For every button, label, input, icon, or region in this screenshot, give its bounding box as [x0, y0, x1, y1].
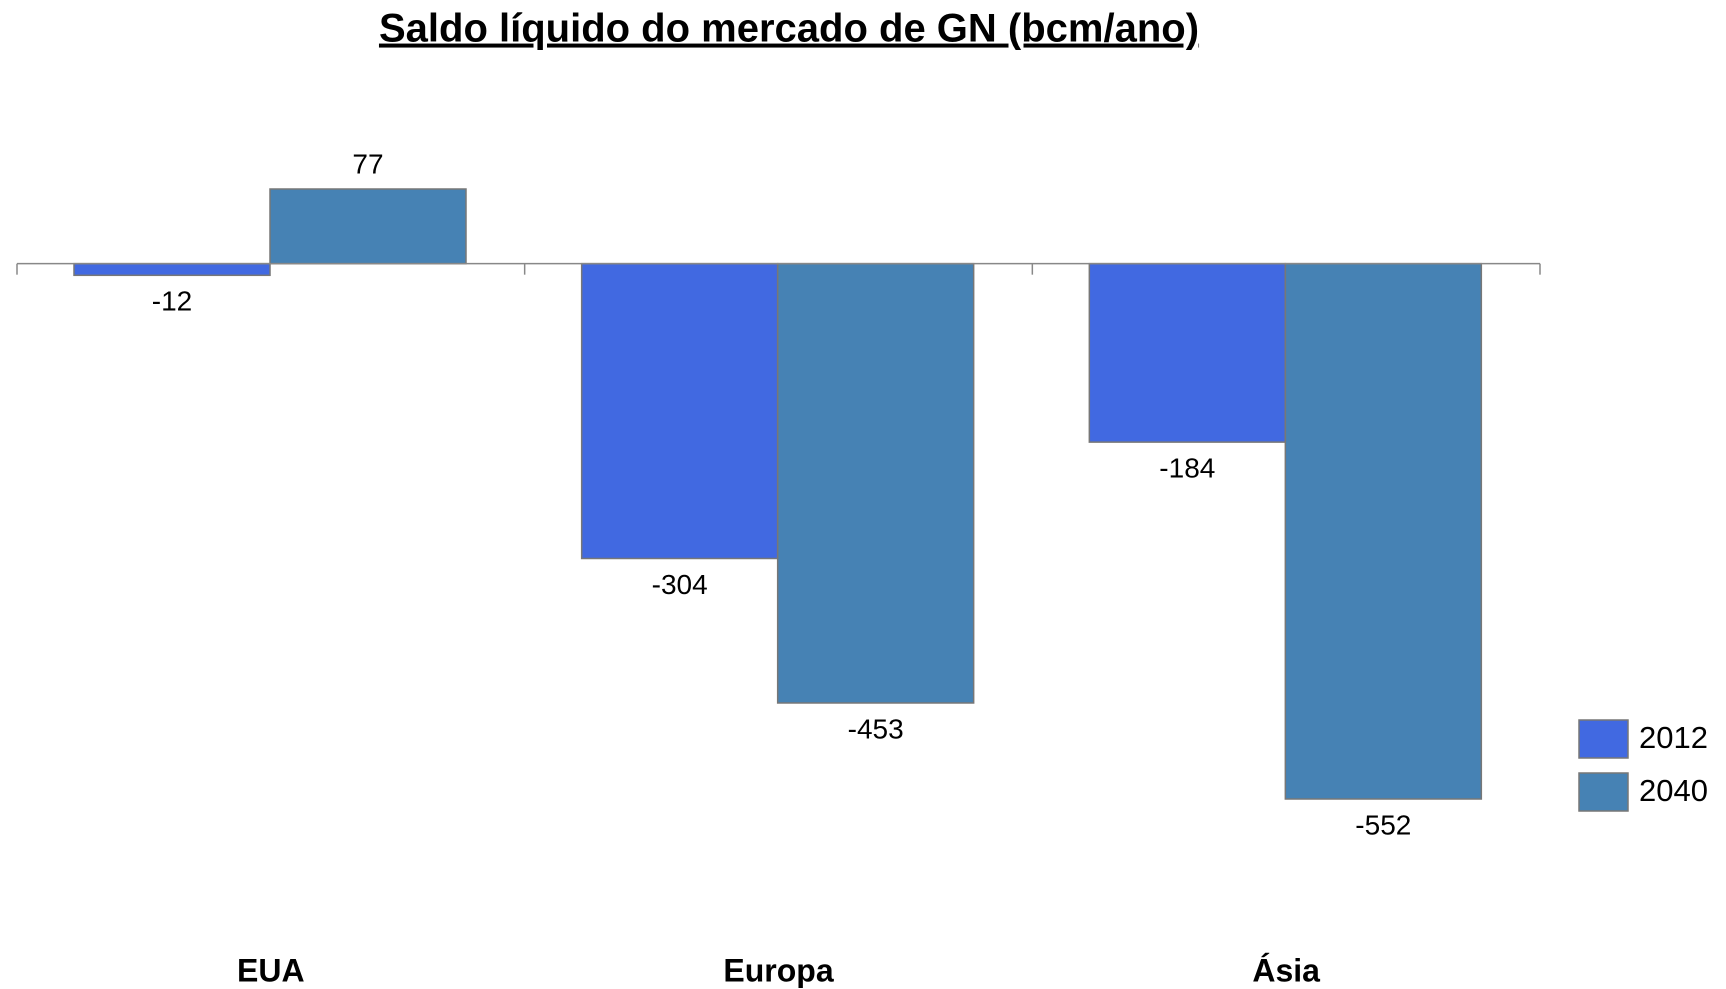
- x-tick-label: Ásia: [1252, 952, 1320, 988]
- legend-swatch: [1578, 772, 1629, 812]
- bar: [1088, 262, 1287, 443]
- legend-label: 2040: [1639, 773, 1708, 808]
- data-label: -552: [1355, 809, 1411, 840]
- bar: [269, 188, 467, 265]
- bar: [776, 262, 975, 704]
- legend-label: 2012: [1639, 720, 1708, 755]
- data-label: 77: [352, 148, 383, 179]
- chart-title: Saldo líquido do mercado de GN (bcm/ano): [379, 7, 1199, 51]
- bar: [73, 262, 271, 277]
- bar: [1284, 262, 1483, 800]
- x-tick-label: EUA: [237, 952, 305, 988]
- data-label: -304: [652, 569, 708, 600]
- data-label: -184: [1159, 453, 1215, 484]
- data-label: -12: [152, 286, 192, 317]
- legend-swatch: [1578, 719, 1629, 759]
- bar: [580, 262, 779, 560]
- x-tick-label: Europa: [723, 952, 833, 988]
- data-label: -453: [848, 713, 904, 744]
